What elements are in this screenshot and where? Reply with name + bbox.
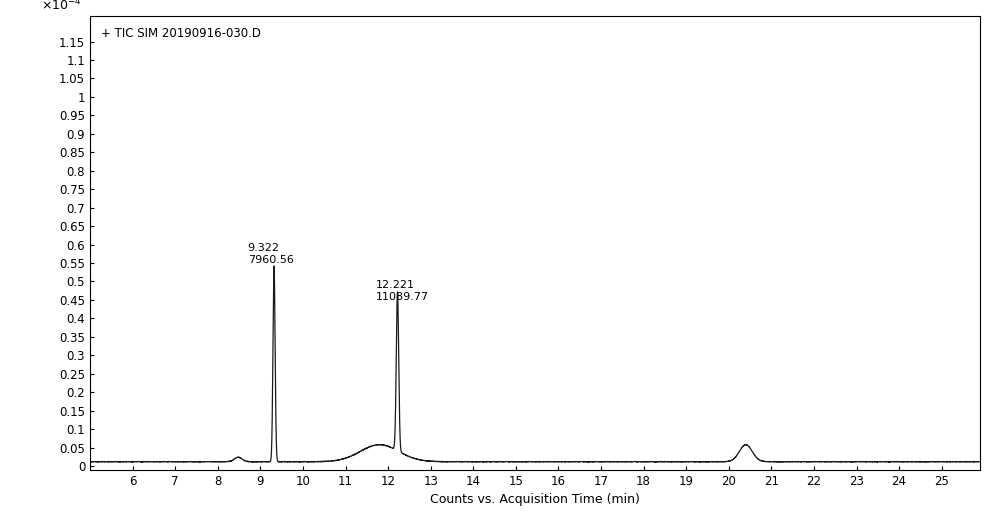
Text: $\times10^{-4}$: $\times10^{-4}$	[41, 0, 82, 14]
Text: + TIC SIM 20190916-030.D: + TIC SIM 20190916-030.D	[101, 27, 261, 40]
Text: 12.221
11089.77: 12.221 11089.77	[376, 280, 429, 302]
Text: 9.322
7960.56: 9.322 7960.56	[248, 243, 294, 265]
X-axis label: Counts vs. Acquisition Time (min): Counts vs. Acquisition Time (min)	[430, 493, 640, 506]
